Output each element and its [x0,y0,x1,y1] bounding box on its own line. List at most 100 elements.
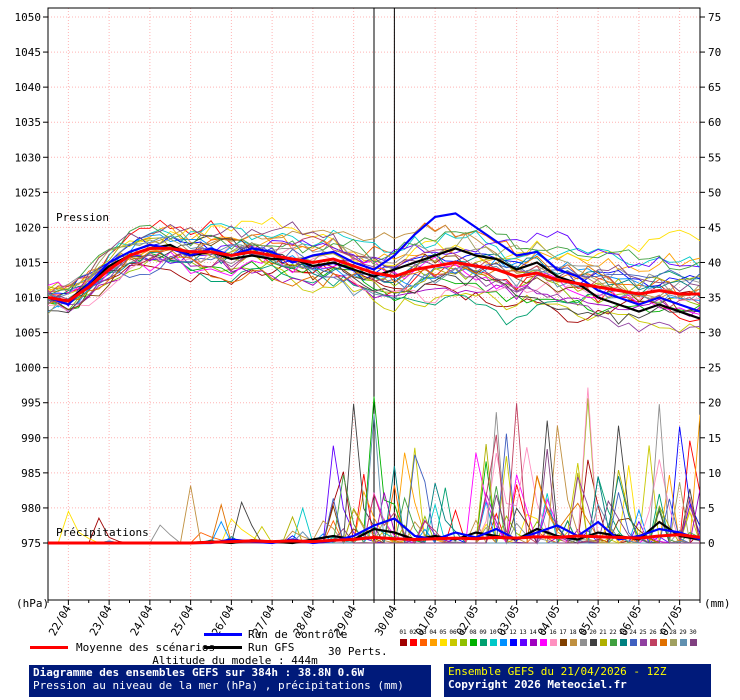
perturbation-number: 01 [399,629,407,636]
svg-text:985: 985 [21,467,41,480]
perturbation-key-item: 10 [488,629,498,646]
perturbations-count-label: 30 Perts. [328,645,388,658]
perturbation-key-item: 16 [548,629,558,646]
svg-text:1000: 1000 [15,362,42,375]
perturbation-color-swatch [499,639,507,646]
perturbation-number: 08 [469,629,477,636]
svg-text:15: 15 [708,432,721,445]
perturbation-color-swatch [629,639,637,646]
perturbation-key-item: 27 [658,629,668,646]
perturbation-key-item: 28 [668,629,678,646]
perturbation-key-item: 13 [518,629,528,646]
svg-text:25: 25 [708,362,721,375]
svg-text:35: 35 [708,292,721,305]
svg-text:990: 990 [21,432,41,445]
svg-text:22/04: 22/04 [46,603,74,636]
svg-text:30: 30 [708,327,721,340]
perturbation-color-swatch [579,639,587,646]
perturbation-color-swatch [529,639,537,646]
svg-text:5: 5 [708,502,715,515]
perturbation-color-swatch [539,639,547,646]
perturbation-key-item: 12 [508,629,518,646]
perturbation-number: 04 [429,629,437,636]
svg-text:25/04: 25/04 [168,603,196,636]
perturbation-color-swatch [559,639,567,646]
perturbation-number: 24 [629,629,637,636]
perturbation-color-swatch [599,639,607,646]
perturbation-key-item: 22 [608,629,618,646]
perturbation-color-swatch [449,639,457,646]
svg-text:1010: 1010 [15,292,42,305]
perturbation-key-item: 25 [638,629,648,646]
svg-text:70: 70 [708,46,721,59]
left-axis-unit-label: (hPa) [16,597,50,610]
perturbation-key-item: 21 [598,629,608,646]
chart-title: Diagramme des ensembles GEFS sur 384h : … [33,666,365,679]
perturbation-number: 27 [659,629,667,636]
chart-subtitle: Pression au niveau de la mer (hPa) , pré… [33,679,404,692]
perturbation-key-item: 03 [418,629,428,646]
perturbation-number: 09 [479,629,487,636]
perturbation-color-key: 01 02 03 04 05 06 07 08 09 10 11 12 13 14 15 16 17 18 19 20… [398,629,698,646]
perturbation-number: 18 [569,629,577,636]
svg-text:10: 10 [708,467,721,480]
perturbation-color-swatch [519,639,527,646]
perturbation-number: 02 [409,629,417,636]
svg-text:1030: 1030 [15,151,42,164]
perturbation-number: 30 [689,629,697,636]
control-legend-line [204,633,242,636]
gfs-legend-line [204,646,242,649]
perturbation-number: 14 [529,629,537,636]
svg-text:975: 975 [21,537,41,550]
perturbation-key-item: 19 [578,629,588,646]
svg-text:65: 65 [708,81,721,94]
perturbation-key-item: 18 [568,629,578,646]
perturbation-color-swatch [399,639,407,646]
svg-text:75: 75 [708,11,721,24]
perturbation-key-item: 30 [688,629,698,646]
perturbation-number: 20 [589,629,597,636]
perturbation-key-item: 20 [588,629,598,646]
perturbation-color-swatch [649,639,657,646]
precipitation-section-label: Précipitations [56,526,149,539]
svg-text:23/04: 23/04 [87,603,115,636]
perturbation-number: 29 [679,629,687,636]
perturbation-key-item: 11 [498,629,508,646]
svg-text:26/04: 26/04 [209,603,237,636]
perturbation-color-swatch [689,639,697,646]
perturbation-key-item: 29 [678,629,688,646]
perturbation-number: 05 [439,629,447,636]
mean-legend-line [30,646,68,649]
perturbation-key-item: 04 [428,629,438,646]
perturbation-color-swatch [429,639,437,646]
perturbation-color-swatch [419,639,427,646]
perturbation-number: 25 [639,629,647,636]
perturbation-key-item: 02 [408,629,418,646]
perturbation-key-item: 23 [618,629,628,646]
svg-text:0: 0 [708,537,715,550]
perturbation-number: 06 [449,629,457,636]
right-axis-unit-label: (mm) [704,597,731,610]
perturbation-number: 16 [549,629,557,636]
svg-text:1045: 1045 [15,46,42,59]
svg-text:1015: 1015 [15,256,42,269]
copyright[interactable]: Copyright 2026 Meteociel.fr [448,678,627,691]
perturbation-color-swatch [509,639,517,646]
perturbation-color-swatch [679,639,687,646]
mean-legend-label: Moyenne des scénarios [76,641,216,654]
perturbation-color-swatch [619,639,627,646]
perturbation-color-swatch [469,639,477,646]
svg-text:980: 980 [21,502,41,515]
perturbation-key-item: 17 [558,629,568,646]
perturbation-number: 11 [499,629,507,636]
gfs-legend-label: Run GFS [248,641,295,654]
perturbation-number: 12 [509,629,517,636]
perturbation-number: 19 [579,629,587,636]
perturbation-color-swatch [409,639,417,646]
perturbation-key-item: 14 [528,629,538,646]
perturbation-number: 26 [649,629,657,636]
perturbation-key-item: 15 [538,629,548,646]
perturbation-number: 21 [599,629,607,636]
